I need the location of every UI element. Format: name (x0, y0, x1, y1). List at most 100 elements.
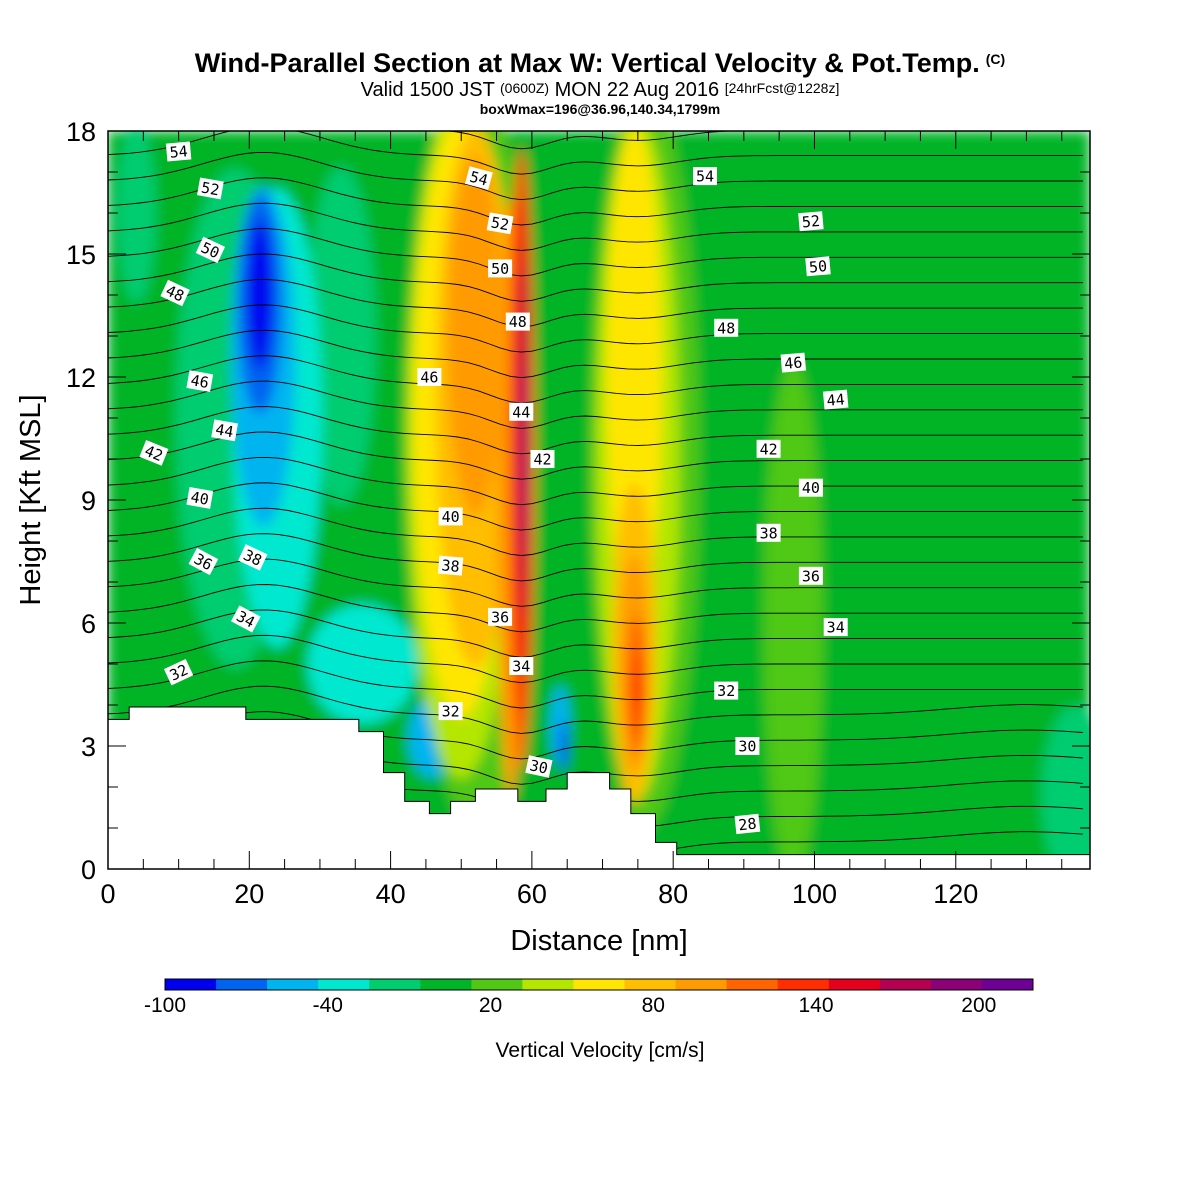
colorbar-swatch (930, 979, 983, 990)
contour-label-bg (798, 211, 824, 232)
colorbar-swatch (420, 979, 472, 990)
contour-label: 52 (798, 211, 824, 232)
updraft-band (447, 156, 504, 516)
contour-label-text: 42 (142, 442, 165, 465)
contour-label-bg (509, 657, 534, 675)
theta-line (108, 634, 1083, 684)
contour-label-text: 32 (167, 661, 191, 685)
y-tick-label: 12 (66, 363, 96, 393)
colorbar-swatch (318, 979, 370, 990)
contour-label: 52 (486, 212, 514, 235)
colorbar-label: 20 (479, 994, 502, 1017)
colorbar-label: 200 (961, 994, 996, 1017)
colorbar-label: 80 (642, 994, 665, 1017)
y-tick-label: 6 (81, 609, 96, 639)
colorbar-frame (164, 978, 1034, 991)
contour-label: 40 (186, 486, 214, 509)
theta-line (108, 431, 1083, 480)
x-tick-label: 80 (658, 879, 688, 909)
contour-label: 34 (509, 657, 534, 676)
contour-label: 32 (438, 702, 463, 721)
contour-label-bg (195, 236, 226, 264)
contour-label-bg (822, 389, 849, 410)
axis-ticks (107, 130, 1090, 870)
contour-label-bg (163, 658, 194, 686)
contour-label: 38 (238, 544, 268, 571)
contour-label: 30 (525, 755, 553, 778)
chart-subtitle: Valid 1500 JST (0600Z) MON 22 Aug 2016 [… (0, 78, 1200, 101)
colorbar-swatch (471, 979, 523, 990)
contour-label: 40 (438, 507, 463, 526)
theta-line (108, 584, 1083, 633)
contour-label: 46 (186, 370, 214, 393)
contour-label: 36 (488, 607, 513, 626)
contour-label-text: 54 (696, 168, 714, 186)
colorbar-swatch (777, 979, 830, 990)
contour-label: 30 (735, 737, 760, 756)
contour-label: 42 (530, 450, 555, 469)
contour-label-text: 54 (468, 168, 490, 190)
theta-line (108, 685, 1083, 734)
contour-label: 32 (714, 681, 739, 700)
contour-label-text: 32 (442, 703, 460, 721)
contour-label-text: 34 (827, 619, 845, 637)
contour-label: 28 (734, 813, 761, 834)
contour-label: 34 (823, 618, 848, 637)
colorbar-title: Vertical Velocity [cm/s] (496, 1039, 705, 1062)
theta-line (108, 202, 1083, 251)
contour-label: 54 (693, 167, 717, 186)
downdraft-core (246, 220, 273, 370)
contour-label-text: 50 (808, 257, 828, 277)
updraft-band (633, 652, 642, 733)
y-tick-label: 3 (81, 732, 96, 762)
x-tick-label: 60 (517, 879, 547, 909)
contour-label-bg (197, 177, 224, 200)
contour-label-text: 46 (784, 353, 804, 373)
contour-label-bg (464, 166, 493, 190)
x-tick-label: 120 (933, 879, 978, 909)
x-tick-label: 100 (792, 879, 837, 909)
contour-label: 50 (805, 256, 831, 277)
weak-downdraft-band (306, 166, 377, 506)
contour-label-text: 52 (200, 178, 221, 199)
theta-line (108, 533, 1083, 582)
contour-label-bg (438, 507, 463, 526)
valid-date: MON 22 Aug 2016 (554, 79, 720, 101)
chart-title-main: Wind-Parallel Section at Max W: Vertical… (194, 48, 980, 78)
contour-label-text: 48 (717, 319, 735, 337)
contour-label-text: 44 (512, 403, 530, 421)
contour-label-bg (417, 368, 442, 386)
colorbar-swatch (981, 979, 1034, 990)
colorbar-swatch (828, 979, 881, 990)
contour-label-bg (693, 167, 717, 186)
contour-label-bg (525, 755, 553, 778)
theta-line (108, 660, 1083, 709)
contour-label-bg (714, 318, 739, 337)
contour-label-text: 46 (189, 371, 210, 392)
contour-label: 48 (505, 312, 530, 331)
colorbar-label: -100 (144, 994, 186, 1017)
x-tick-label: 0 (100, 879, 115, 909)
contour-label-text: 36 (802, 567, 820, 585)
contour-label-text: 50 (491, 260, 509, 278)
contour-label-bg (805, 256, 831, 277)
contour-label-bg (798, 566, 823, 585)
colorbar-labels: -100 -40 20 80 140 200 (144, 994, 996, 1017)
updraft-band (606, 131, 663, 627)
contour-label-bg (165, 141, 192, 162)
contour-label-text: 50 (198, 238, 222, 262)
contour-label-text: 34 (512, 658, 530, 676)
contour-label-text: 38 (760, 524, 778, 542)
colorbar-swatch (165, 979, 217, 990)
x-tick-labels: 0 20 40 60 80 100 120 (100, 879, 978, 909)
colorbar-swatch (726, 979, 779, 990)
contour-label: 54 (464, 166, 493, 190)
contour-label-bg (437, 555, 464, 576)
contour-label-bg (211, 419, 238, 442)
y-tick-label: 0 (81, 855, 96, 885)
contour-label: 46 (780, 352, 807, 373)
contour-label-bg (823, 618, 848, 637)
contour-label-text: 46 (420, 369, 438, 387)
colorbar-swatch (522, 979, 574, 990)
